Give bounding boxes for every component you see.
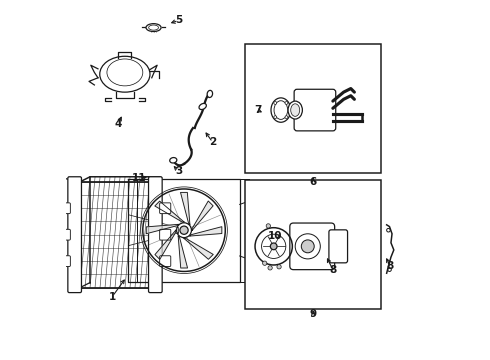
FancyBboxPatch shape — [59, 256, 71, 266]
Text: 11: 11 — [132, 173, 147, 183]
Polygon shape — [180, 192, 190, 224]
Polygon shape — [178, 236, 188, 268]
Circle shape — [285, 102, 288, 104]
FancyBboxPatch shape — [290, 223, 335, 270]
FancyBboxPatch shape — [294, 89, 336, 131]
Text: 9: 9 — [310, 310, 317, 319]
Ellipse shape — [199, 103, 206, 109]
FancyBboxPatch shape — [68, 177, 81, 293]
Circle shape — [301, 240, 314, 253]
Circle shape — [268, 266, 272, 270]
Polygon shape — [155, 230, 176, 260]
Ellipse shape — [271, 98, 291, 122]
Polygon shape — [192, 201, 213, 230]
Polygon shape — [146, 224, 178, 234]
FancyBboxPatch shape — [148, 177, 162, 293]
Circle shape — [285, 116, 288, 118]
Polygon shape — [184, 238, 213, 259]
Ellipse shape — [274, 101, 288, 120]
Text: 3: 3 — [175, 166, 182, 176]
Text: 10: 10 — [268, 231, 283, 240]
Text: 5: 5 — [175, 15, 182, 26]
Text: 8: 8 — [387, 261, 394, 271]
Text: 7: 7 — [254, 105, 261, 115]
FancyBboxPatch shape — [329, 230, 347, 263]
Text: 4: 4 — [114, 120, 122, 129]
Circle shape — [274, 116, 277, 118]
Text: 8: 8 — [329, 265, 337, 275]
Text: 1: 1 — [109, 292, 116, 302]
Circle shape — [266, 224, 270, 228]
Ellipse shape — [291, 104, 300, 116]
Circle shape — [274, 102, 277, 104]
Ellipse shape — [148, 25, 158, 30]
Text: 2: 2 — [209, 138, 217, 147]
Ellipse shape — [288, 101, 302, 119]
FancyBboxPatch shape — [160, 203, 171, 213]
Ellipse shape — [100, 56, 150, 92]
Ellipse shape — [146, 24, 161, 32]
Circle shape — [180, 226, 188, 234]
Ellipse shape — [170, 158, 177, 163]
Bar — [245, 180, 381, 309]
Text: 6: 6 — [310, 177, 317, 187]
Bar — [245, 44, 381, 173]
Ellipse shape — [107, 59, 143, 86]
Circle shape — [263, 261, 267, 265]
Polygon shape — [190, 227, 222, 236]
Polygon shape — [155, 201, 184, 222]
Circle shape — [270, 243, 277, 250]
FancyBboxPatch shape — [160, 229, 171, 240]
FancyBboxPatch shape — [59, 229, 71, 240]
FancyBboxPatch shape — [59, 203, 71, 213]
Circle shape — [277, 265, 281, 269]
Ellipse shape — [207, 90, 213, 98]
FancyBboxPatch shape — [160, 256, 171, 266]
